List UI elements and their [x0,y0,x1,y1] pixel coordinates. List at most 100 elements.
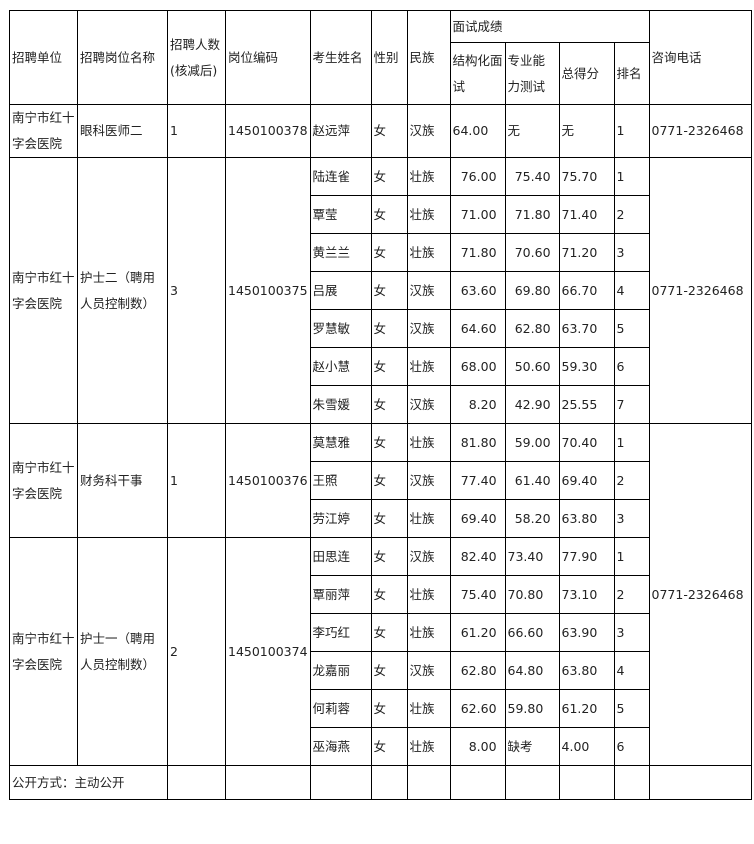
recruit-count: 3 [167,157,226,424]
candidate-name: 巫海燕 [309,727,372,766]
structured-score: 76.00 [449,157,506,196]
professional-score: 62.80 [504,309,560,348]
rank: 1 [613,423,650,462]
structured-score: 63.60 [449,271,506,310]
ethnicity: 汉族 [406,385,451,424]
position-code: 1450100375 [225,157,311,424]
table-row: 吕展女汉族 63.60 69.80 66.70 4 [10,271,752,310]
rank: 6 [613,727,650,766]
empty-cell [613,765,650,800]
header-interview: 面试成绩 [449,10,650,43]
structured-score: 62.80 [449,651,506,690]
contact-phone: 0771-2326468 [648,157,752,424]
table-row: 朱雪媛女汉族 8.20 42.90 25.55 7 [10,385,752,424]
professional-score: 70.80 [504,575,560,614]
gender: 女 [370,104,408,158]
candidate-name: 罗慧敏 [309,309,372,348]
total-score: 25.55 [558,385,615,424]
table-row: 覃莹女壮族 71.00 71.80 71.40 2 [10,195,752,234]
structured-score: 81.80 [449,423,506,462]
header-gender: 性别 [370,10,408,105]
rank: 3 [613,613,650,652]
results-body: 南宁市红十字会医院 眼科医师二 1 1450100378 赵远萍女汉族 64.00 无无 1 0… [9,104,752,766]
structured-score: 61.20 [449,613,506,652]
header-unit: 招聘单位 [9,10,78,105]
structured-score: 82.40 [449,537,506,576]
table-row: 南宁市红十字会医院 护士二（聘用人员控制数） 3 1450100375 陆连雀女壮族 76… [9,157,752,424]
rank: 4 [613,651,650,690]
gender: 女 [370,613,408,652]
rank: 3 [613,499,650,538]
position-code: 1450100378 [225,104,311,158]
professional-score: 50.60 [504,347,560,386]
structured-score: 68.00 [449,347,506,386]
professional-score: 75.40 [504,157,560,196]
total-score: 71.40 [558,195,615,234]
total-score: 63.80 [558,651,615,690]
rank: 2 [613,575,650,614]
candidate-name: 田思连 [309,537,372,576]
header-code: 岗位编码 [225,10,311,105]
rank: 5 [613,309,650,348]
header-professional: 专业能力测试 [504,42,560,105]
structured-score: 8.20 [449,385,506,424]
gender: 女 [370,461,408,500]
rank: 1 [613,157,650,196]
ethnicity: 壮族 [406,575,451,614]
table-row: 何莉蓉女壮族 62.60 59.80 61.20 5 [10,689,752,728]
rank: 4 [613,271,650,310]
total-score: 70.40 [558,423,615,462]
header-total: 总得分 [558,42,615,105]
professional-score: 73.40 [504,537,560,576]
header-structured: 结构化面试 [449,42,506,105]
rank: 1 [613,537,650,576]
total-score: 63.70 [558,309,615,348]
total-score: 63.80 [558,499,615,538]
table-row: 赵小慧女壮族 68.00 50.60 59.30 6 [10,347,752,386]
total-score: 66.70 [558,271,615,310]
total-score: 69.40 [558,461,615,500]
candidate-name: 赵小慧 [309,347,372,386]
ethnicity: 汉族 [406,104,451,158]
structured-score: 71.80 [449,233,506,272]
professional-score: 71.80 [504,195,560,234]
candidate-name: 赵远萍 [309,104,372,158]
ethnicity: 壮族 [406,727,451,766]
table-row: 王照女汉族 77.40 61.40 69.40 2 [10,461,752,500]
rank: 6 [613,347,650,386]
candidate-name: 黄兰兰 [309,233,372,272]
gender: 女 [370,575,408,614]
gender: 女 [370,195,408,234]
ethnicity: 汉族 [406,537,451,576]
position-code: 1450100374 [225,537,311,766]
ethnicity: 汉族 [406,309,451,348]
header-name: 考生姓名 [309,10,372,105]
total-score: 59.30 [558,347,615,386]
gender: 女 [370,157,408,196]
candidate-name: 覃莹 [309,195,372,234]
total-score: 61.20 [558,689,615,728]
table-row: 李巧红女壮族 61.20 66.60 63.90 3 [10,613,752,652]
gender: 女 [370,347,408,386]
total-score: 75.70 [558,157,615,196]
candidate-name: 覃丽萍 [309,575,372,614]
professional-score: 66.60 [504,613,560,652]
professional-score: 59.00 [504,423,560,462]
recruit-count: 1 [167,104,226,158]
recruiting-unit: 南宁市红十字会医院 [9,157,78,424]
ethnicity: 壮族 [406,423,451,462]
position-name: 护士二（聘用人员控制数） [77,157,168,424]
professional-score: 42.90 [504,385,560,424]
position-name: 护士一（聘用人员控制数） [77,537,168,766]
empty-cell [167,765,226,800]
header-rank: 排名 [613,42,650,105]
disclosure-note: 公开方式：主动公开 [9,765,168,800]
table-row: 覃丽萍女壮族 75.40 70.80 73.10 2 [10,575,752,614]
professional-score: 64.80 [504,651,560,690]
contact-phone: 0771-2326468 [648,104,752,158]
candidate-name: 王照 [309,461,372,500]
total-score: 71.20 [558,233,615,272]
candidate-name: 陆连雀 [309,157,372,196]
position-name: 财务科干事 [77,423,168,538]
candidate-name: 龙嘉丽 [309,651,372,690]
